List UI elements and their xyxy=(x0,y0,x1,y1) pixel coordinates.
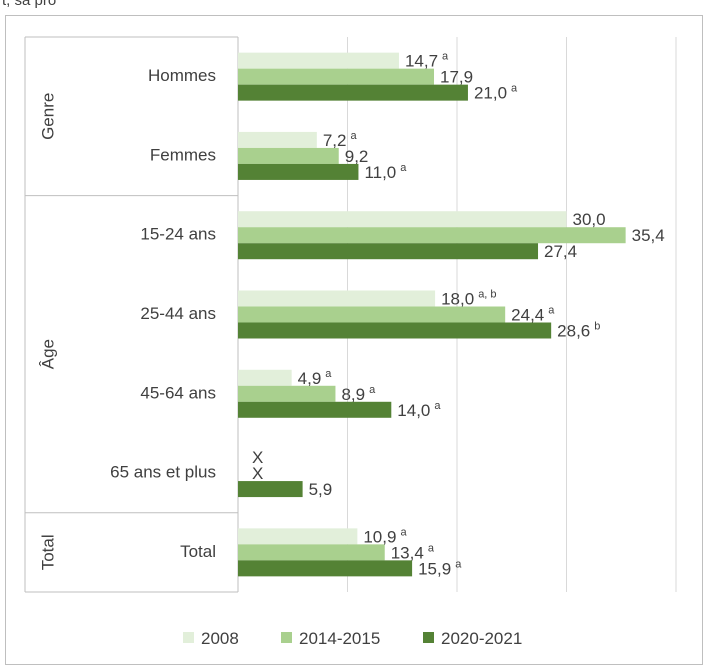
bar-2008 xyxy=(238,528,358,545)
data-note: a xyxy=(511,83,518,95)
cropped-caption-text: t, sa pro xyxy=(2,0,57,9)
legend-swatch xyxy=(281,632,292,643)
data-note: a xyxy=(455,558,462,570)
category-label: 15-24 ans xyxy=(140,225,216,244)
category-label: Hommes xyxy=(148,66,216,85)
data-note: a xyxy=(400,162,407,174)
bar-2020-2021 xyxy=(238,401,392,418)
data-note: a, b xyxy=(478,289,496,301)
category-label: 25-44 ans xyxy=(140,304,216,323)
bar-2020-2021 xyxy=(238,84,468,101)
data-label: 21,0 xyxy=(474,84,507,103)
group-label: Total xyxy=(38,534,57,570)
data-label: 30,0 xyxy=(573,210,606,229)
data-label: 10,9 xyxy=(363,527,396,546)
data-label: X xyxy=(252,464,263,483)
data-label: 14,7 xyxy=(405,52,438,71)
bar-2014-2015 xyxy=(238,544,385,561)
bar-2014-2015 xyxy=(238,227,626,244)
data-note: b xyxy=(594,321,600,333)
group-label: Âge xyxy=(38,339,57,369)
legend-label: 2020-2021 xyxy=(441,629,522,648)
bar-2008 xyxy=(238,52,399,69)
data-label: 4,9 xyxy=(298,369,322,388)
data-label: 7,2 xyxy=(323,131,347,150)
data-label: 9,2 xyxy=(345,147,369,166)
bar-2020-2021 xyxy=(238,243,539,260)
category-label: 45-64 ans xyxy=(140,383,216,402)
bar-2020-2021 xyxy=(238,163,359,180)
bar-2014-2015 xyxy=(238,385,336,402)
bar-2020-2021 xyxy=(238,560,413,577)
bar-2020-2021 xyxy=(238,322,552,339)
data-note: a xyxy=(428,542,435,554)
data-label: 8,9 xyxy=(341,385,365,404)
data-label: 13,4 xyxy=(391,543,424,562)
data-note: a xyxy=(548,305,555,317)
group-label: Genre xyxy=(38,93,57,140)
legend-swatch xyxy=(183,632,194,643)
data-label: 35,4 xyxy=(632,226,665,245)
category-label: Femmes xyxy=(150,145,216,164)
bar-2020-2021 xyxy=(238,481,303,498)
data-note: a xyxy=(400,526,407,538)
legend-label: 2008 xyxy=(201,629,239,648)
data-note: a xyxy=(325,368,332,380)
bar-2008 xyxy=(238,290,436,307)
bar-2008 xyxy=(238,131,317,148)
bar-2014-2015 xyxy=(238,147,339,164)
data-label: 5,9 xyxy=(309,480,333,499)
bar-2014-2015 xyxy=(238,306,506,323)
chart-frame xyxy=(5,15,703,665)
category-label: 65 ans et plus xyxy=(110,463,216,482)
category-label: Total xyxy=(180,542,216,561)
data-note: a xyxy=(350,130,357,142)
legend-label: 2014-2015 xyxy=(299,629,380,648)
data-label: 14,0 xyxy=(397,401,430,420)
data-note: a xyxy=(434,400,441,412)
bar-2008 xyxy=(238,369,292,386)
data-label: 11,0 xyxy=(364,163,396,182)
bar-2014-2015 xyxy=(238,68,435,85)
legend-swatch xyxy=(423,632,434,643)
data-label: 28,6 xyxy=(557,322,590,341)
data-note: a xyxy=(442,51,449,63)
data-label: 18,0 xyxy=(441,290,474,309)
data-note: a xyxy=(369,384,376,396)
data-label: 24,4 xyxy=(511,306,544,325)
data-label: 27,4 xyxy=(544,242,577,261)
data-label: 17,9 xyxy=(440,68,473,87)
bar-2008 xyxy=(238,211,567,228)
data-label: X xyxy=(252,448,263,467)
data-label: 15,9 xyxy=(418,559,451,578)
